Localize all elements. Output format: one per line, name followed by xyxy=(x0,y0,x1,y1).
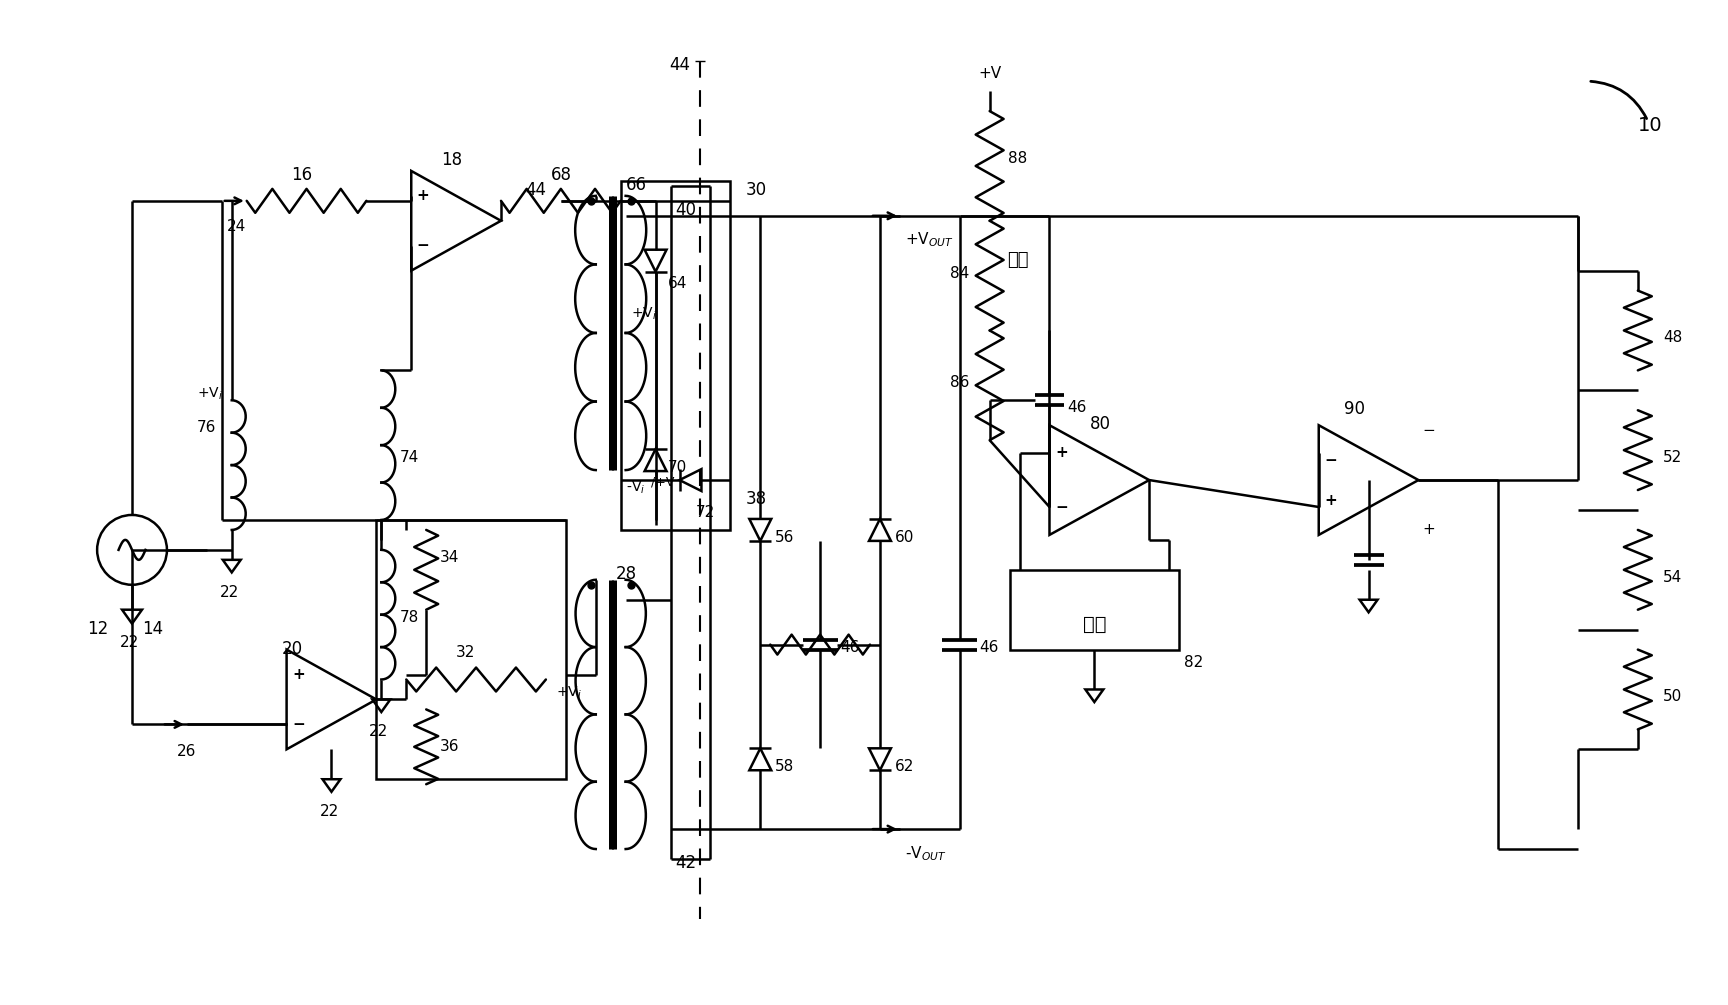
Text: +: + xyxy=(416,188,430,203)
Text: 50: 50 xyxy=(1662,689,1681,705)
Text: +V$_i$: +V$_i$ xyxy=(197,385,223,402)
Text: +: + xyxy=(292,667,304,682)
Text: 22: 22 xyxy=(219,585,238,600)
Text: +V: +V xyxy=(978,66,1001,81)
Text: 58: 58 xyxy=(776,760,795,774)
Bar xyxy=(377,520,565,779)
Text: 44: 44 xyxy=(525,181,546,199)
Text: 32: 32 xyxy=(456,644,475,659)
Text: 46: 46 xyxy=(1068,400,1087,415)
Text: 72: 72 xyxy=(695,505,715,520)
Text: +: + xyxy=(1422,523,1434,538)
Text: 86: 86 xyxy=(950,375,969,390)
Text: 44: 44 xyxy=(669,56,691,74)
Text: 28: 28 xyxy=(615,565,638,583)
Text: 偏置: 偏置 xyxy=(1007,250,1030,268)
Text: 増益: 増益 xyxy=(1083,615,1106,634)
Text: −: − xyxy=(292,717,304,732)
Text: 22: 22 xyxy=(370,725,389,740)
Text: 40: 40 xyxy=(676,201,696,219)
Bar xyxy=(620,181,731,530)
Text: 26: 26 xyxy=(176,745,197,760)
Text: 24: 24 xyxy=(226,219,245,234)
Text: 12: 12 xyxy=(86,620,109,638)
Text: 84: 84 xyxy=(950,265,969,280)
Text: 38: 38 xyxy=(745,490,767,509)
Text: 46: 46 xyxy=(840,639,859,654)
Text: −: − xyxy=(1324,452,1337,467)
Text: 46: 46 xyxy=(980,639,999,654)
Text: 48: 48 xyxy=(1662,331,1681,346)
Text: /+V: /+V xyxy=(650,475,674,488)
Text: 10: 10 xyxy=(1638,116,1662,135)
Text: 82: 82 xyxy=(1184,654,1203,669)
Text: +: + xyxy=(1324,492,1337,508)
Text: 78: 78 xyxy=(399,610,418,625)
Text: 54: 54 xyxy=(1662,570,1681,585)
Text: +V$_{OUT}$: +V$_{OUT}$ xyxy=(905,231,954,249)
Text: 30: 30 xyxy=(745,181,767,199)
Text: 42: 42 xyxy=(676,854,696,872)
Text: 34: 34 xyxy=(441,550,460,565)
Text: 80: 80 xyxy=(1089,415,1111,433)
Text: 90: 90 xyxy=(1344,400,1365,418)
Text: -V$_{OUT}$: -V$_{OUT}$ xyxy=(905,844,947,862)
Text: 16: 16 xyxy=(292,166,313,184)
Text: +V$_i$: +V$_i$ xyxy=(556,684,582,700)
Text: 68: 68 xyxy=(551,166,572,184)
Text: -V$_i$: -V$_i$ xyxy=(626,480,645,496)
Text: +: + xyxy=(1056,445,1068,460)
Text: +V$_i$: +V$_i$ xyxy=(631,306,657,322)
Text: 66: 66 xyxy=(626,176,646,194)
Text: −: − xyxy=(1422,423,1434,438)
Text: 20: 20 xyxy=(282,639,302,657)
Text: 76: 76 xyxy=(197,420,216,435)
Text: 36: 36 xyxy=(441,740,460,755)
Text: 52: 52 xyxy=(1662,450,1681,465)
Text: 88: 88 xyxy=(1007,151,1026,166)
Text: 22: 22 xyxy=(119,634,140,649)
Text: −: − xyxy=(1056,499,1068,515)
Text: 22: 22 xyxy=(320,804,339,819)
Text: 62: 62 xyxy=(895,760,914,774)
Text: 60: 60 xyxy=(895,530,914,545)
Text: 56: 56 xyxy=(776,530,795,545)
Text: 18: 18 xyxy=(441,151,463,169)
Text: 74: 74 xyxy=(399,450,418,465)
Text: −: − xyxy=(416,238,430,253)
Bar xyxy=(1009,570,1178,649)
Text: 64: 64 xyxy=(667,275,688,290)
Text: 70: 70 xyxy=(667,460,686,475)
Text: 14: 14 xyxy=(142,620,162,638)
